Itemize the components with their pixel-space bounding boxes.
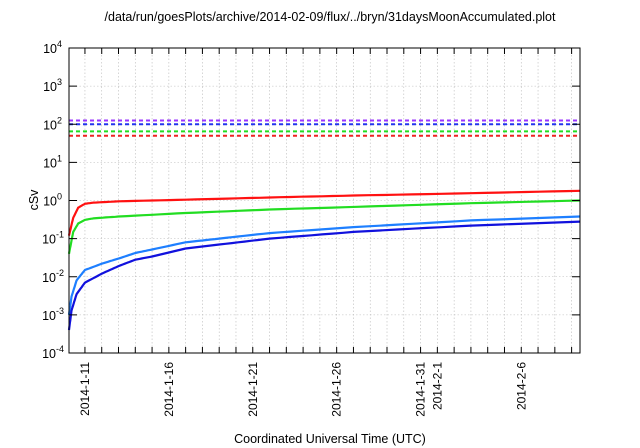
y-tick-label: 10-1 <box>42 230 64 247</box>
y-axis-label: cSv <box>27 189 41 211</box>
y-tick-base: 10 <box>43 42 57 56</box>
series-line <box>67 215 581 316</box>
x-tick-label: 2014-2-1 <box>430 362 444 410</box>
x-tick-label: 2014-1-16 <box>162 362 176 417</box>
x-tick-label: 2014-1-31 <box>414 362 428 417</box>
y-tick-label: 10-3 <box>42 306 64 323</box>
y-tick-label: 102 <box>43 115 62 132</box>
y-tick-base: 10 <box>43 156 57 170</box>
y-tick-label: 10-4 <box>42 344 64 361</box>
chart-title: /data/run/goesPlots/archive/2014-02-09/f… <box>105 10 556 24</box>
series-line <box>67 189 581 236</box>
y-tick-base: 10 <box>43 80 57 94</box>
x-axis-label: Coordinated Universal Time (UTC) <box>234 432 426 446</box>
x-tick-label: 2014-2-6 <box>514 362 528 410</box>
y-tick-exponent: -2 <box>56 268 64 278</box>
y-tick-exponent: 3 <box>57 77 62 87</box>
y-tick-exponent: -1 <box>56 230 64 240</box>
y-tick-base: 10 <box>42 271 56 285</box>
ticks: 2014-1-11 2014-1-16 2014-1-21 2014-1-26 2014… <box>42 39 580 417</box>
y-tick-label: 101 <box>43 153 62 170</box>
x-tick-label: 2014-1-11 <box>78 362 92 416</box>
series-lines <box>67 119 581 331</box>
series-line <box>67 220 581 331</box>
y-tick-exponent: -4 <box>56 344 64 354</box>
y-tick-label: 104 <box>43 39 62 56</box>
y-tick-base: 10 <box>43 118 57 132</box>
y-tick-exponent: -3 <box>56 306 64 316</box>
y-tick-base: 10 <box>43 195 57 209</box>
series-line <box>67 199 581 255</box>
y-tick-exponent: 2 <box>57 115 62 125</box>
y-tick-exponent: 4 <box>57 39 62 49</box>
y-tick-label: 103 <box>43 77 62 94</box>
x-tick-label: 2014-1-21 <box>246 362 260 417</box>
y-tick-label: 10-2 <box>42 268 64 285</box>
y-tick-exponent: 0 <box>57 192 62 202</box>
x-tick-label: 2014-1-26 <box>330 362 344 417</box>
y-tick-base: 10 <box>42 309 56 323</box>
y-tick-base: 10 <box>42 347 56 361</box>
y-tick-label: 100 <box>43 192 62 209</box>
y-tick-base: 10 <box>42 233 56 247</box>
y-tick-exponent: 1 <box>57 153 62 163</box>
